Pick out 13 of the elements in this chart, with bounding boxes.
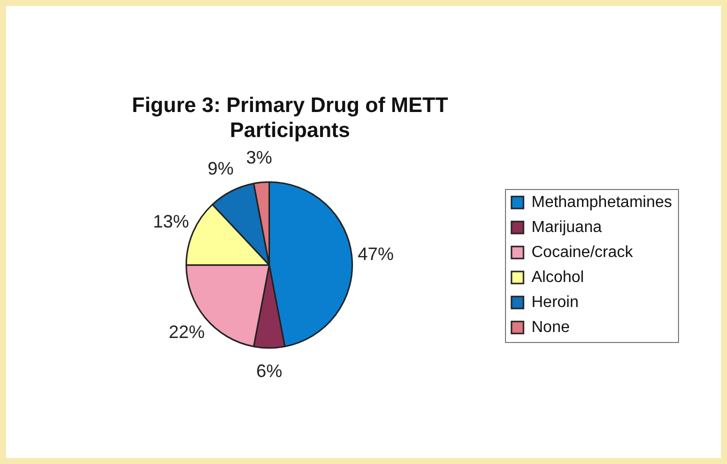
legend-label: Marijuana <box>531 218 602 236</box>
data-label: 6% <box>256 360 282 381</box>
legend-label: Cocaine/crack <box>531 244 634 261</box>
legend-label: Heroin <box>531 294 579 311</box>
data-label: 13% <box>153 211 190 232</box>
legend-label: Methamphetamines <box>531 194 672 211</box>
data-label: 9% <box>208 158 234 179</box>
data-label: 47% <box>358 244 394 264</box>
legend-label: Alcohol <box>531 268 584 286</box>
chart-title: Figure 3: Primary Drug of METT Participants <box>130 93 450 143</box>
legend-label: None <box>531 318 570 336</box>
data-label: 3% <box>246 147 272 168</box>
data-label: 22% <box>168 322 205 342</box>
